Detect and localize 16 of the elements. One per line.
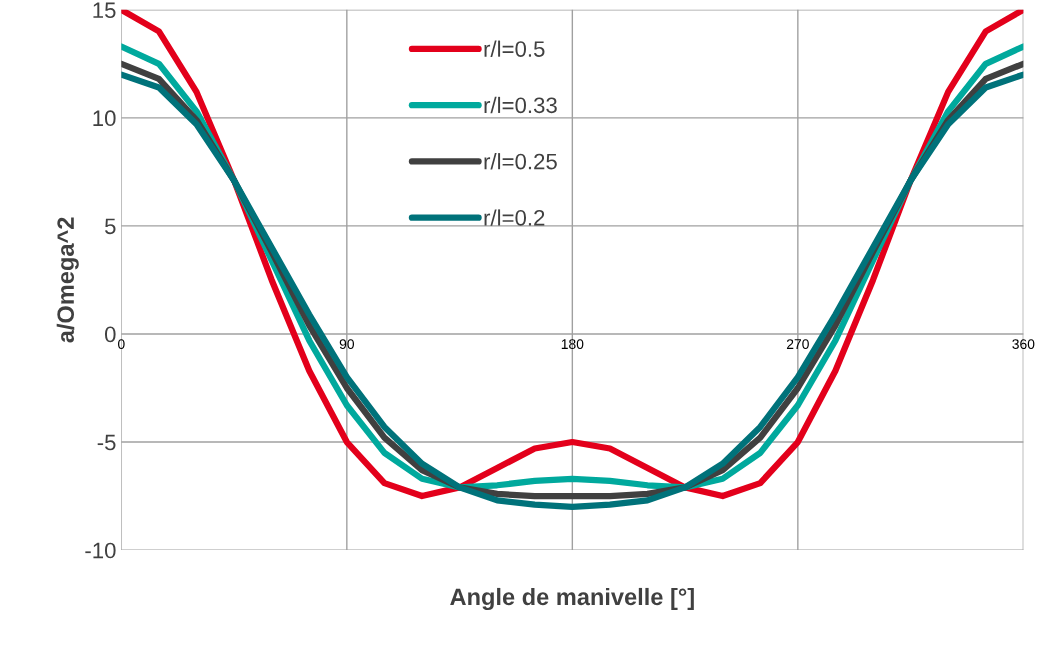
y-tick-label: 15 [93,2,116,19]
x-axis-title: Angle de manivelle [°] [450,587,694,611]
legend-label: r/l=0.5 [484,40,545,57]
y-axis-title: a/Omega^2 [56,217,79,343]
y-tick-label: -10 [85,542,116,559]
x-tick-label: 0 [118,339,125,350]
y-tick-label: -5 [97,434,116,451]
x-tick-label: 180 [561,339,584,350]
y-tick-label: 5 [105,218,116,235]
legend-label: r/l=0.33 [484,96,557,114]
legend-label: r/l=0.25 [484,153,557,170]
x-tick-label: 360 [1012,339,1035,350]
x-tick-label: 270 [786,339,809,350]
legend-label: r/l=0.2 [484,209,545,226]
y-tick-label: 10 [93,110,116,127]
x-tick-label: 90 [339,339,355,350]
